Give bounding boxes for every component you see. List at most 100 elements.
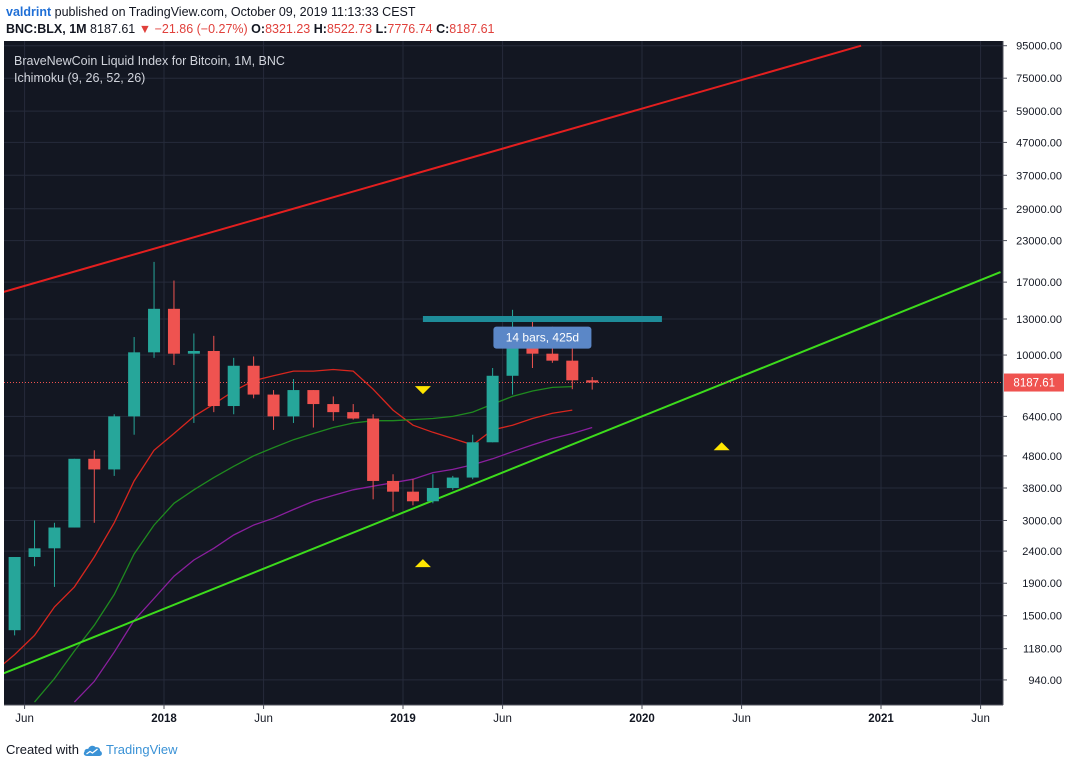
open-label: O: — [251, 22, 266, 36]
time-tick-label: 2021 — [868, 713, 894, 725]
close-value: 8187.61 — [449, 22, 495, 36]
price-tick-label: 3800.00 — [1022, 483, 1062, 495]
trendlines — [0, 44, 1003, 689]
price-tick-label: 6400.00 — [1022, 411, 1062, 423]
candle-body — [387, 480, 400, 492]
time-tick-label: 2018 — [151, 713, 177, 725]
candles — [8, 261, 599, 636]
ohlc-bar: BNC:BLX, 1M 8187.61 ▼ −21.86 (−0.27%) O:… — [6, 22, 494, 36]
price-tick-label: 4800.00 — [1022, 451, 1062, 463]
price-axis-bg — [1003, 41, 1083, 705]
time-tick-label: Jun — [971, 713, 990, 725]
close-label: C: — [436, 22, 450, 36]
candle[interactable] — [566, 343, 579, 390]
time-tick-label: Jun — [732, 713, 751, 725]
price-tick-label: 37000.00 — [1016, 170, 1062, 182]
price-tick-label: 47000.00 — [1016, 137, 1062, 149]
candle[interactable] — [187, 333, 200, 423]
high-label: H: — [313, 22, 327, 36]
candle[interactable] — [347, 404, 360, 420]
range-label[interactable]: 14 bars, 425d — [493, 326, 592, 349]
candle[interactable] — [227, 357, 240, 415]
candle[interactable] — [446, 475, 459, 490]
triangle-up-marker[interactable] — [414, 559, 431, 568]
footer: Created with TradingView — [6, 742, 178, 757]
candle[interactable] — [327, 396, 340, 421]
price-tick-label: 13000.00 — [1016, 314, 1062, 326]
range-label-text: 14 bars, 425d — [506, 331, 579, 345]
price-axis[interactable]: 95000.00 75000.00 59000.00 47000.00 37000.00… — [1002, 41, 1083, 705]
candle[interactable] — [466, 434, 479, 480]
candle-body — [287, 390, 300, 417]
candle-body — [48, 527, 61, 549]
candle[interactable] — [426, 474, 439, 504]
price-tick-label: 1180.00 — [1023, 644, 1062, 656]
candle-body — [187, 350, 200, 354]
triangle-up-marker[interactable] — [713, 442, 730, 451]
low-label: L: — [375, 22, 388, 36]
lagging-span — [73, 426, 593, 703]
drawings: 14 bars, 425d — [414, 316, 730, 568]
candle-body — [446, 477, 459, 488]
current-price-tag-label: 8187.61 — [1013, 378, 1055, 390]
candle[interactable] — [506, 309, 519, 395]
current-price-tag-bg — [1004, 373, 1064, 392]
candle-body — [88, 458, 101, 470]
tradingview-logo[interactable]: TradingView — [83, 742, 178, 757]
author-link[interactable]: valdrint — [6, 5, 52, 19]
candle[interactable] — [28, 520, 41, 567]
triangle-down-marker[interactable] — [414, 386, 431, 395]
indicator-label: Ichimoku (9, 26, 52, 26) — [14, 71, 145, 85]
candle-body — [506, 343, 519, 376]
price-tick-label: 940.00 — [1028, 675, 1062, 687]
candle[interactable] — [287, 379, 300, 423]
current-price-tag: 8187.61 — [1004, 373, 1064, 392]
candle[interactable] — [387, 474, 400, 512]
chart-title: BraveNewCoin Liquid Index for Bitcoin, 1… — [14, 54, 285, 68]
candle[interactable] — [307, 390, 320, 428]
candle[interactable] — [48, 522, 61, 587]
candle[interactable] — [586, 377, 599, 390]
channel-bottom-line[interactable] — [0, 271, 1001, 689]
resistance-zone[interactable] — [422, 316, 662, 322]
grid — [4, 41, 1003, 705]
price-tick-label: 59000.00 — [1016, 106, 1062, 118]
open-value: 8321.23 — [265, 22, 311, 36]
candle-body — [167, 308, 180, 354]
price-tick-label: 1500.00 — [1022, 611, 1062, 623]
candle[interactable] — [486, 368, 499, 443]
candle[interactable] — [128, 337, 141, 435]
candle[interactable] — [148, 261, 161, 358]
candle[interactable] — [88, 450, 101, 523]
time-tick-label: Jun — [254, 713, 273, 725]
candle[interactable] — [108, 414, 121, 476]
candle[interactable] — [267, 390, 280, 430]
price-tick-label: 29000.00 — [1016, 204, 1062, 216]
time-axis[interactable]: Jun 2018 Jun 2019 Jun 2020 Jun 2021 Jun — [4, 704, 1003, 725]
price-change: ▼ −21.86 (−0.27%) — [138, 22, 248, 36]
candle-body — [8, 556, 21, 631]
time-tick-label: Jun — [15, 713, 34, 725]
candle[interactable] — [68, 458, 81, 528]
candle-body — [267, 394, 280, 417]
time-tick-label: Jun — [493, 713, 512, 725]
price-tick-label: 75000.00 — [1016, 73, 1062, 85]
candle-body — [128, 352, 141, 417]
candle-body — [148, 308, 161, 353]
candle-body — [406, 491, 419, 502]
candle[interactable] — [167, 280, 180, 366]
low-value: 7776.74 — [387, 22, 433, 36]
candle-body — [28, 548, 41, 557]
channel-top-line[interactable] — [0, 44, 862, 303]
candle[interactable] — [207, 335, 220, 413]
chart-svg[interactable]: 14 bars, 425d 95000.00 75000.00 59000.00 47… — [0, 41, 1083, 733]
chart-area[interactable]: 14 bars, 425d 95000.00 75000.00 59000.00 47… — [0, 41, 1083, 733]
candle[interactable] — [367, 414, 380, 500]
price-tick-label: 23000.00 — [1016, 236, 1062, 248]
candle[interactable] — [406, 479, 419, 506]
candle[interactable] — [8, 556, 21, 636]
cloud-icon — [83, 745, 102, 756]
candle-body — [227, 365, 240, 407]
candle[interactable] — [247, 356, 260, 399]
candle-body — [466, 442, 479, 478]
